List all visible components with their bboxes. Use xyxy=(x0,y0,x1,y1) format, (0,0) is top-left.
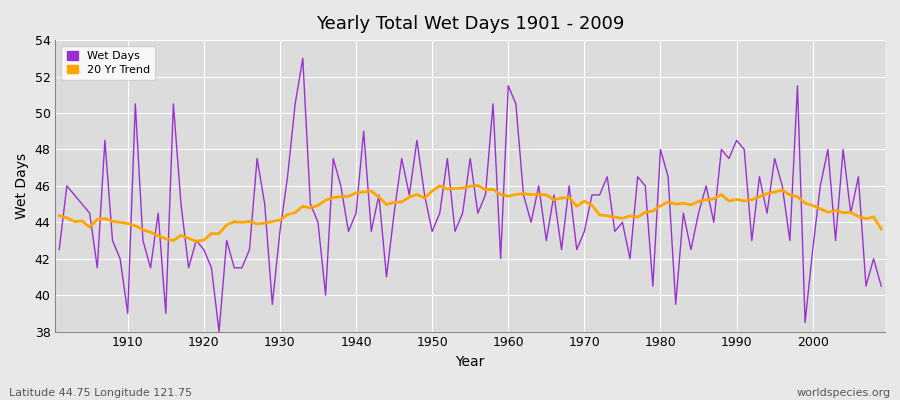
Legend: Wet Days, 20 Yr Trend: Wet Days, 20 Yr Trend xyxy=(61,46,155,80)
X-axis label: Year: Year xyxy=(455,355,485,369)
Y-axis label: Wet Days: Wet Days xyxy=(15,153,29,219)
Title: Yearly Total Wet Days 1901 - 2009: Yearly Total Wet Days 1901 - 2009 xyxy=(316,15,625,33)
Text: Latitude 44.75 Longitude 121.75: Latitude 44.75 Longitude 121.75 xyxy=(9,388,192,398)
Text: worldspecies.org: worldspecies.org xyxy=(796,388,891,398)
